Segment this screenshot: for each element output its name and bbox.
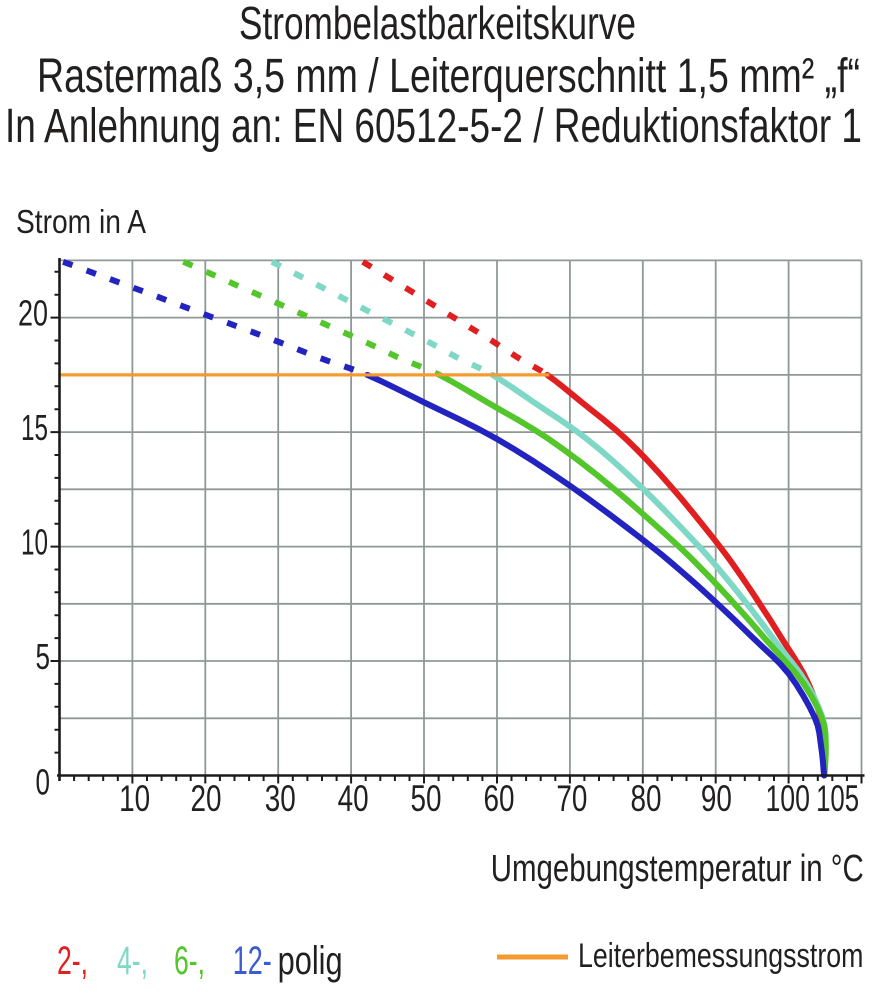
svg-text:Leiterbemessungsstrom: Leiterbemessungsstrom (578, 937, 863, 975)
svg-text:0: 0 (36, 762, 51, 803)
svg-text:10: 10 (119, 778, 150, 819)
svg-text:Strom in A: Strom in A (16, 203, 146, 240)
svg-text:4-,: 4-, (117, 939, 148, 983)
svg-text:105: 105 (816, 778, 859, 819)
svg-text:20: 20 (18, 292, 48, 333)
svg-text:5: 5 (36, 636, 51, 677)
svg-text:50: 50 (411, 778, 442, 819)
svg-text:12-: 12- (233, 939, 272, 983)
svg-text:In Anlehnung an: EN 60512-5-2: In Anlehnung an: EN 60512-5-2 / Reduktio… (5, 100, 862, 153)
svg-text:70: 70 (556, 778, 587, 819)
svg-text:60: 60 (484, 778, 515, 819)
svg-text:Rastermaß 3,5 mm / Leiterquers: Rastermaß 3,5 mm / Leiterquerschnitt 1,5… (37, 50, 860, 103)
svg-text:90: 90 (701, 778, 732, 819)
svg-text:2-,: 2-, (57, 939, 88, 983)
svg-text:100: 100 (765, 778, 810, 819)
svg-text:15: 15 (21, 407, 48, 448)
svg-text:20: 20 (191, 778, 222, 819)
svg-text:polig: polig (278, 939, 343, 983)
svg-text:80: 80 (631, 778, 662, 819)
svg-text:Umgebungstemperatur in °C: Umgebungstemperatur in °C (491, 848, 864, 890)
svg-text:6-,: 6-, (174, 939, 205, 983)
svg-text:10: 10 (21, 521, 48, 562)
svg-text:40: 40 (338, 778, 369, 819)
svg-text:30: 30 (265, 778, 296, 819)
svg-text:Strombelastbarkeitskurve: Strombelastbarkeitskurve (239, 0, 636, 49)
